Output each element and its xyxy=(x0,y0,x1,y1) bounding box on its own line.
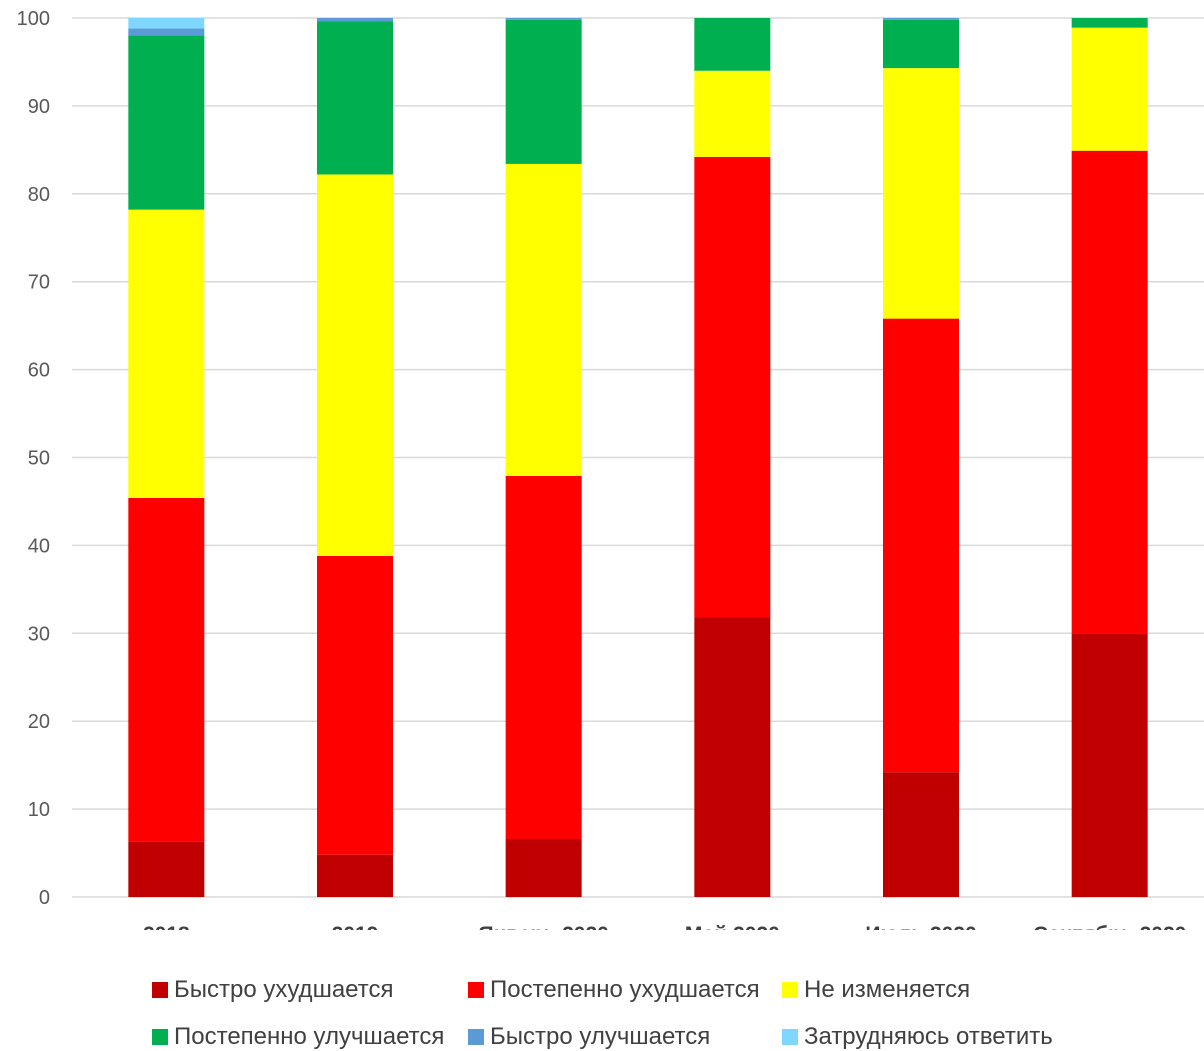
bar-segment xyxy=(694,18,771,71)
bar-segment xyxy=(883,19,959,69)
bar-segment xyxy=(128,497,205,842)
x-category-label: Май 2020 xyxy=(685,923,780,930)
bar-segment xyxy=(505,475,582,839)
legend-label: Затрудняюсь ответить xyxy=(804,1023,1053,1050)
legend-item: Затрудняюсь ответить xyxy=(782,1023,1053,1051)
bar-segment xyxy=(505,163,582,476)
bar-segment xyxy=(883,68,959,319)
x-category-label: Январь 2020 xyxy=(478,923,608,930)
bar-segment xyxy=(694,617,771,897)
bar-segment xyxy=(128,18,205,29)
x-category-label: 2018 xyxy=(143,923,190,930)
y-tick-label: 50 xyxy=(28,448,50,470)
legend-label: Постепенно ухудшается xyxy=(490,976,760,1003)
y-tick-label: 0 xyxy=(39,887,50,909)
bar-segment xyxy=(317,174,393,556)
bar-segment xyxy=(128,28,205,36)
bar-segment xyxy=(883,318,959,773)
x-category-label: Сентябрь 2020 xyxy=(1033,923,1186,930)
legend-swatch xyxy=(782,982,798,998)
x-category-label: Июль 2020 xyxy=(865,923,976,930)
y-tick-label: 70 xyxy=(28,272,50,294)
legend-label: Постепенно улучшается xyxy=(174,1023,445,1050)
legend-swatch xyxy=(782,1029,798,1045)
bar-segment xyxy=(694,70,771,157)
bar-segment xyxy=(128,209,205,498)
bar-segment xyxy=(505,838,582,897)
bar-segment xyxy=(128,35,205,210)
bar-segment xyxy=(1071,633,1148,897)
bar-segment xyxy=(1071,27,1148,151)
legend-item: Быстро улучшается xyxy=(468,1023,710,1051)
bar-segment xyxy=(317,21,393,175)
bar-segment xyxy=(883,18,959,20)
legend-swatch xyxy=(152,982,168,998)
legend-item: Не изменяется xyxy=(782,976,970,1004)
x-category-label: 2019 xyxy=(332,923,379,930)
bar-segment xyxy=(317,555,393,855)
bar-segment xyxy=(128,841,205,897)
legend-label: Быстро улучшается xyxy=(490,1023,711,1050)
legend-label: Не изменяется xyxy=(804,976,971,1003)
legend-swatch xyxy=(152,1029,168,1045)
bar-segment xyxy=(1071,18,1148,28)
stacked-bar-chart: 0 10 20 30 40 50 60 70 80 90 100 2018 2019 Январь 202… xyxy=(17,8,1204,930)
bar-segment xyxy=(883,772,959,897)
legend-swatch xyxy=(468,1029,484,1045)
legend-swatch xyxy=(468,982,484,998)
legend-item: Быстро ухудшается xyxy=(152,976,393,1004)
y-tick-label: 30 xyxy=(28,623,50,645)
y-tick-label: 60 xyxy=(28,360,50,382)
bar-segment xyxy=(317,854,393,897)
legend-label: Быстро ухудшается xyxy=(174,976,394,1003)
bar-segment xyxy=(1071,150,1148,634)
y-tick-label: 40 xyxy=(28,535,50,557)
y-tick-label: 90 xyxy=(28,96,50,118)
legend-item: Постепенно улучшается xyxy=(152,1023,444,1051)
bar-segment xyxy=(317,18,393,22)
y-tick-label: 80 xyxy=(28,184,50,206)
bar-segment xyxy=(505,19,582,164)
y-tick-label: 10 xyxy=(28,799,50,821)
y-tick-label: 20 xyxy=(28,711,50,733)
bar-segment xyxy=(505,18,582,20)
bar-segment xyxy=(694,156,771,618)
y-tick-label: 100 xyxy=(17,8,50,30)
legend-item: Постепенно ухудшается xyxy=(468,976,760,1004)
